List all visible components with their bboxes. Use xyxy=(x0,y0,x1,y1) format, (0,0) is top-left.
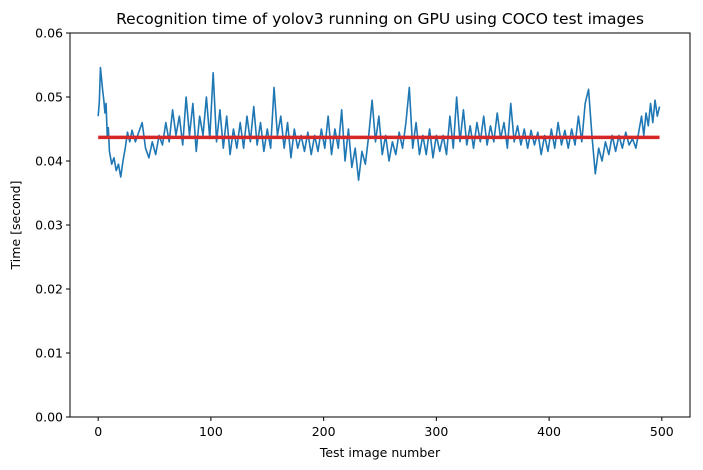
y-tick-label: 0.03 xyxy=(35,218,63,233)
x-tick-label: 500 xyxy=(650,424,674,439)
x-tick-label: 400 xyxy=(537,424,561,439)
y-tick-label: 0.00 xyxy=(35,410,63,425)
recognition-time-line xyxy=(97,66,661,181)
chart-title: Recognition time of yolov3 running on GP… xyxy=(116,10,644,28)
y-tick-label: 0.06 xyxy=(35,26,63,41)
y-tick-label: 0.02 xyxy=(35,282,63,297)
y-tick-label: 0.01 xyxy=(35,346,63,361)
plot-area xyxy=(69,32,691,418)
y-tick-label: 0.04 xyxy=(35,154,63,169)
series-layer xyxy=(97,66,661,181)
x-tick-label: 300 xyxy=(424,424,448,439)
y-tick-label: 0.05 xyxy=(35,90,63,105)
x-tick-label: 200 xyxy=(312,424,336,439)
y-axis-label: Time [second] xyxy=(8,181,23,271)
x-axis-label: Test image number xyxy=(319,445,441,460)
x-tick-label: 100 xyxy=(199,424,223,439)
plot-frame xyxy=(69,32,691,418)
x-tick-label: 0 xyxy=(94,424,102,439)
y-axis: 0.00 0.01 0.02 0.03 0.04 0.05 0.06 xyxy=(35,26,70,425)
x-axis: 0 100 200 300 400 500 xyxy=(94,417,674,439)
